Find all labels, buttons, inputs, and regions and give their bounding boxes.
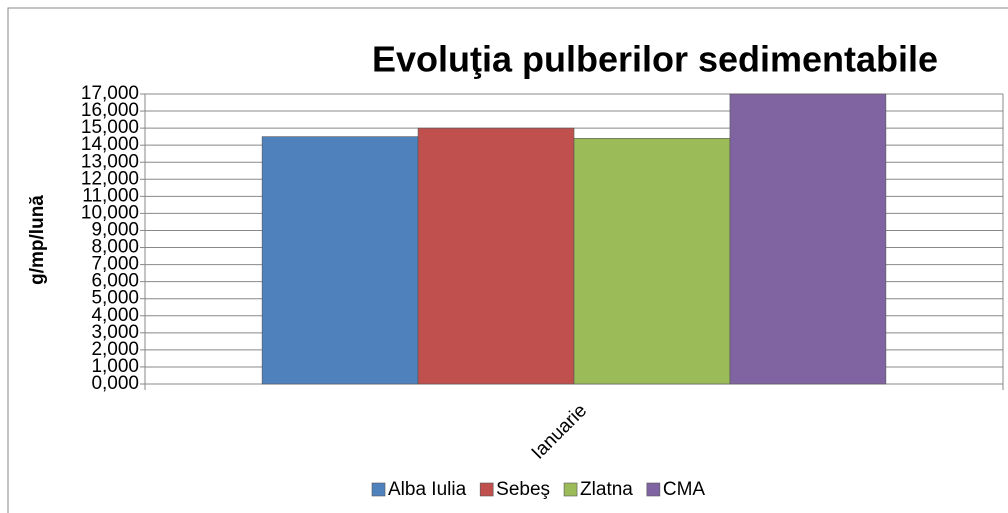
y-tick-label: 5,000 [91,288,139,309]
bar [417,127,575,385]
y-tick-label: 11,000 [82,185,139,206]
bar [573,138,731,385]
y-tick-label: 4,000 [91,305,139,326]
y-tick-label: 0,000 [91,373,139,394]
y-tick-label: 3,000 [91,322,139,343]
y-tick-label: 12,000 [81,168,139,189]
legend-label: Sebeş [496,479,550,500]
chart-title: Evoluţia pulberilor sedimentabile [372,39,938,80]
y-tick-label: 1,000 [91,356,139,377]
bar [729,93,887,385]
y-tick-label: 13,000 [81,151,139,172]
legend-swatch [563,482,578,497]
y-tick-label: 6,000 [91,271,139,292]
y-tick-label: 8,000 [91,237,139,258]
legend-swatch [371,482,386,497]
legend-label: Alba Iulia [388,479,467,500]
y-axis-label: g/mp/lună [27,195,48,285]
legend-label: CMA [663,479,706,500]
y-tick-label: 7,000 [91,254,139,275]
bar [261,136,419,385]
y-tick-label: 14,000 [81,134,139,155]
y-tick-label: 2,000 [91,339,139,360]
legend-label: Zlatna [580,479,633,500]
y-tick-label: 9,000 [91,219,139,240]
y-tick-label: 17,000 [81,83,139,104]
legend-swatch [479,482,494,497]
y-tick-label: 10,000 [81,202,139,223]
legend-swatch [646,482,661,497]
y-tick-label: 15,000 [81,117,139,138]
y-tick-label: 16,000 [81,100,139,121]
